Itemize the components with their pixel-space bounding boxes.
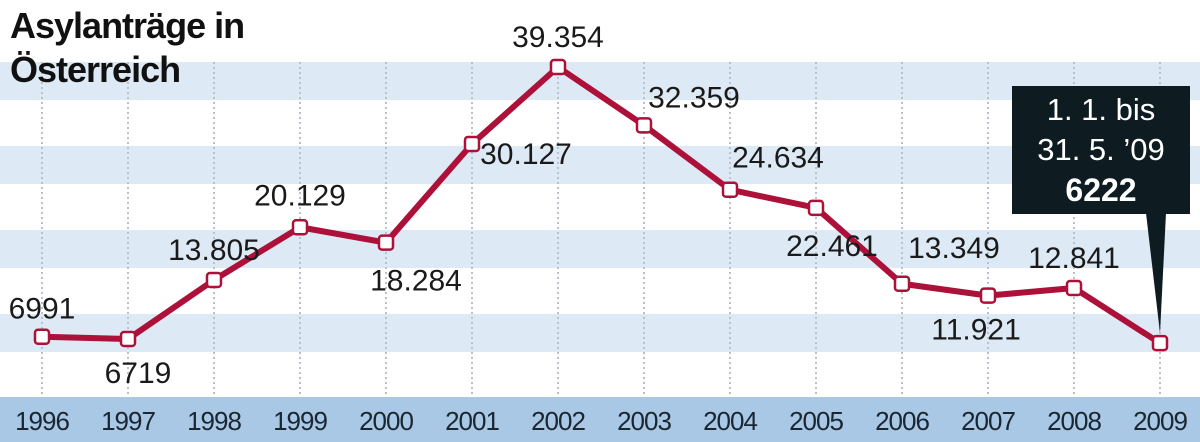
x-tick-label: 2005 — [789, 406, 843, 436]
x-tick-label: 1996 — [15, 406, 69, 436]
marker — [721, 181, 739, 198]
x-tick-label: 1999 — [273, 406, 327, 436]
chart-title: Asylanträge in Österreich — [10, 5, 245, 90]
marker — [979, 287, 997, 304]
value-label: 6222 — [1065, 172, 1137, 208]
x-tick-label: 2007 — [961, 406, 1015, 436]
value-label: 11.921 — [931, 314, 1021, 347]
marker — [463, 135, 481, 153]
x-tick-label: 2001 — [445, 406, 499, 436]
stripe — [0, 314, 1200, 352]
marker — [549, 58, 567, 76]
value-label: 6991 — [9, 293, 76, 326]
marker — [635, 117, 653, 134]
value-label: 18.284 — [370, 265, 462, 298]
marker — [205, 271, 223, 289]
value-label: 24.634 — [732, 142, 824, 175]
stripe — [0, 146, 1200, 184]
value-label: 6719 — [105, 357, 172, 390]
marker — [33, 328, 51, 345]
x-tick-label: 2002 — [531, 406, 585, 436]
callout: 1. 1. bis 31. 5. ’09 6222 — [1012, 86, 1190, 214]
value-label: 12.841 — [1028, 242, 1120, 275]
marker — [893, 275, 911, 293]
marker — [807, 199, 825, 217]
x-axis-band — [0, 397, 1200, 442]
value-label: 30.127 — [480, 138, 572, 171]
x-tick-label: 2000 — [359, 406, 413, 436]
stripe — [0, 230, 1200, 268]
value-label: 20.129 — [254, 179, 346, 212]
x-tick-label: 2003 — [617, 406, 671, 436]
line — [41, 64, 1162, 346]
marker — [291, 219, 309, 236]
x-tick-label: 2009 — [1133, 406, 1187, 436]
value-label: 13.805 — [168, 234, 260, 267]
marker — [1065, 279, 1083, 297]
value-label: 22.461 — [786, 230, 878, 263]
callout-pointer — [1146, 213, 1166, 334]
x-tick-label: 2006 — [875, 406, 929, 436]
marker — [119, 330, 137, 348]
value-label: 13.349 — [908, 232, 1000, 265]
x-tick-label: 2008 — [1047, 406, 1101, 436]
value-label: 39.354 — [512, 21, 604, 54]
marker — [377, 234, 395, 251]
value-label: 32.359 — [648, 81, 740, 114]
x-tick-label: 1998 — [187, 406, 241, 436]
annotation: 1. 1. bis 31. 5. ’09 — [1037, 92, 1165, 167]
x-tick-label: 2004 — [703, 406, 757, 436]
x-tick-label: 1997 — [101, 406, 155, 436]
marker — [1151, 334, 1169, 352]
